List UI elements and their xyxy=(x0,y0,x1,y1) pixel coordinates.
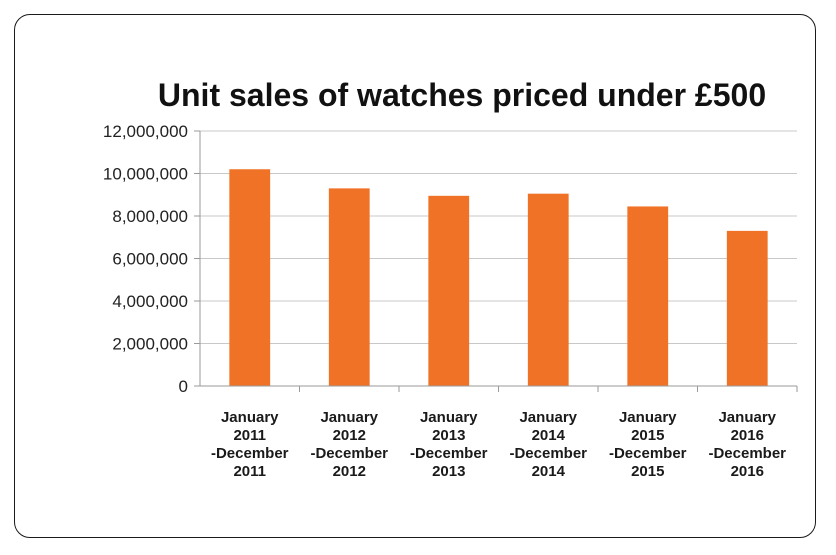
x-category-label-line: 2013 xyxy=(432,427,465,444)
x-category-label-line: 2015 xyxy=(631,463,664,480)
x-category-label-line: January xyxy=(320,409,378,426)
x-category-label-line: 2016 xyxy=(731,463,764,480)
bar xyxy=(527,193,569,386)
x-category-label-line: -December xyxy=(509,445,587,462)
bar xyxy=(428,195,470,386)
x-category-label: January 2013 -December 2013 xyxy=(410,409,488,480)
y-tick-label: 8,000,000 xyxy=(112,207,188,226)
chart-card xyxy=(14,14,816,538)
x-category-label-line: January xyxy=(221,409,279,426)
x-category-label-line: -December xyxy=(310,445,388,462)
x-category-label-line: 2012 xyxy=(333,463,366,480)
x-category-label-line: 2011 xyxy=(233,427,266,444)
y-tick-labels: 0 2,000,000 4,000,000 6,000,000 8,000,000 10,… xyxy=(103,122,188,396)
x-category-label-line: 2016 xyxy=(731,427,764,444)
bar xyxy=(229,169,271,386)
x-category-label: January 2011 -December 2011 xyxy=(211,409,289,480)
x-category-label: January 2014 -December 2014 xyxy=(509,409,587,480)
x-category-label-line: 2014 xyxy=(532,427,566,444)
x-category-label-line: January xyxy=(420,409,478,426)
bar xyxy=(726,230,768,386)
x-category-label-line: 2012 xyxy=(333,427,366,444)
x-category-label-line: January xyxy=(519,409,577,426)
x-category-label-line: January xyxy=(718,409,776,426)
y-tick-label: 2,000,000 xyxy=(112,335,188,354)
axes xyxy=(194,130,798,392)
bars xyxy=(229,169,768,386)
y-tick-label: 12,000,000 xyxy=(103,122,188,141)
x-category-label: January 2012 -December 2012 xyxy=(310,409,388,480)
bar xyxy=(627,206,669,386)
x-category-label-line: -December xyxy=(211,445,289,462)
x-category-label-line: -December xyxy=(410,445,488,462)
y-tick-label: 6,000,000 xyxy=(112,250,188,269)
x-category-label-line: -December xyxy=(609,445,687,462)
y-tick-label: 4,000,000 xyxy=(112,292,188,311)
y-tick-label: 0 xyxy=(179,377,188,396)
x-category-label-line: January xyxy=(619,409,677,426)
chart-title: Unit sales of watches priced under £500 xyxy=(158,77,766,113)
y-tick-label: 10,000,000 xyxy=(103,165,188,184)
x-category-label: January 2015 -December 2015 xyxy=(609,409,687,480)
x-category-label-line: 2015 xyxy=(631,427,664,444)
x-category-label: January 2016 -December 2016 xyxy=(708,409,786,480)
x-category-label-line: 2014 xyxy=(532,463,566,480)
gridlines xyxy=(200,130,797,344)
x-category-label-line: 2013 xyxy=(432,463,465,480)
bar xyxy=(328,188,370,386)
x-category-label-line: 2011 xyxy=(233,463,266,480)
x-category-label-line: -December xyxy=(708,445,786,462)
